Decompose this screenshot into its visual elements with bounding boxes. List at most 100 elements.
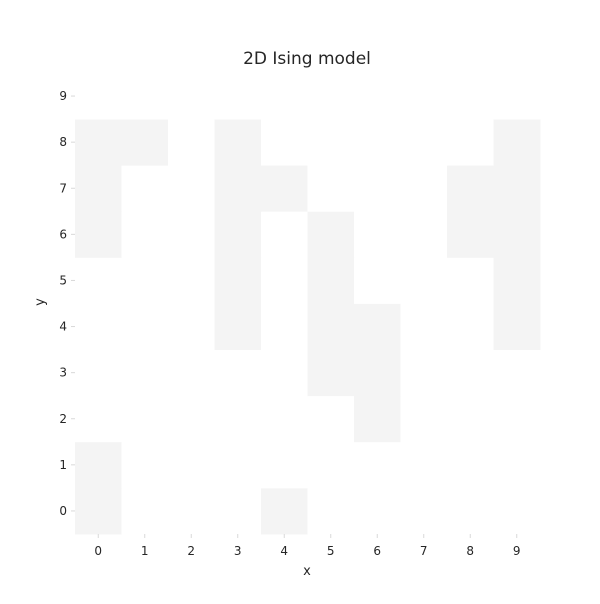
heatmap-cell xyxy=(354,349,401,397)
y-tick-label: 0 xyxy=(59,504,67,518)
heatmap-cell xyxy=(214,165,262,212)
x-tick-label: 8 xyxy=(466,544,474,558)
x-axis-ticks: 0 1 2 3 4 5 6 7 8 9 xyxy=(94,534,521,558)
heatmap-cell xyxy=(168,303,215,350)
heatmap-cell xyxy=(493,165,541,212)
heatmap-cell xyxy=(121,487,169,535)
y-tick-label: 8 xyxy=(59,135,67,149)
y-axis-label: y xyxy=(33,298,48,306)
heatmap-cell xyxy=(354,395,401,443)
heatmap-cell xyxy=(75,211,122,258)
heatmap-cell xyxy=(307,119,355,166)
heatmap-cell xyxy=(354,211,401,258)
heatmap-cell xyxy=(447,73,494,120)
heatmap-cell xyxy=(75,441,122,489)
heatmap-cell xyxy=(447,165,494,212)
heatmap-cell xyxy=(354,119,401,166)
heatmap-cell xyxy=(307,73,355,120)
x-axis-label: x xyxy=(303,564,311,579)
heatmap-cell xyxy=(307,395,355,443)
x-tick-label: 9 xyxy=(513,544,521,558)
heatmap-cell xyxy=(307,441,355,489)
heatmap-cell xyxy=(75,349,122,397)
heatmap-cell xyxy=(400,119,448,166)
heatmap-cell xyxy=(261,165,308,212)
heatmap-cell xyxy=(121,303,169,350)
heatmap-cell xyxy=(261,211,308,258)
x-tick-label: 5 xyxy=(327,544,335,558)
heatmap-cell xyxy=(214,119,262,166)
x-tick-label: 2 xyxy=(187,544,195,558)
y-tick-label: 7 xyxy=(59,181,67,195)
heatmap-cell xyxy=(307,349,355,397)
heatmap-cell xyxy=(121,165,169,212)
y-axis-ticks: 0 1 2 3 4 5 6 7 8 9 xyxy=(59,89,75,518)
heatmap-cell xyxy=(400,165,448,212)
chart-title: 2D Ising model xyxy=(243,49,371,69)
heatmap-cell xyxy=(493,441,541,489)
heatmap-cell xyxy=(168,73,215,120)
heatmap-cell xyxy=(493,119,541,166)
heatmap-cell xyxy=(261,395,308,443)
heatmap-cell xyxy=(168,441,215,489)
heatmap-cell xyxy=(214,487,262,535)
heatmap-cell xyxy=(75,395,122,443)
heatmap-cell xyxy=(261,441,308,489)
y-tick-label: 2 xyxy=(59,412,67,426)
heatmap-cell xyxy=(493,349,541,397)
heatmap-cell xyxy=(121,119,169,166)
heatmap-cell xyxy=(447,349,494,397)
heatmap-cell xyxy=(400,395,448,443)
y-tick-label: 1 xyxy=(59,458,67,472)
x-tick-label: 4 xyxy=(280,544,288,558)
heatmap-cell xyxy=(168,165,215,212)
heatmap-cell xyxy=(121,257,169,304)
x-tick-label: 7 xyxy=(420,544,428,558)
heatmap-cell xyxy=(261,119,308,166)
heatmap-cell xyxy=(168,257,215,304)
heatmap-cell xyxy=(493,303,541,350)
heatmap-cell xyxy=(261,257,308,304)
heatmap-cell xyxy=(493,73,541,120)
heatmap-cell xyxy=(354,165,401,212)
heatmap-cell xyxy=(447,441,494,489)
heatmap-cell xyxy=(121,395,169,443)
heatmap-cell xyxy=(307,487,355,535)
heatmap-cell xyxy=(75,257,122,304)
heatmap-cell xyxy=(307,303,355,350)
heatmap-cell xyxy=(493,395,541,443)
heatmap-cell xyxy=(75,303,122,350)
heatmap-cell xyxy=(447,257,494,304)
x-tick-label: 1 xyxy=(141,544,149,558)
heatmap-cell xyxy=(493,257,541,304)
heatmap-cell xyxy=(354,303,401,350)
heatmap-cell xyxy=(75,73,122,120)
heatmap-cell xyxy=(121,441,169,489)
heatmap-cell xyxy=(214,303,262,350)
heatmap-cell xyxy=(400,303,448,350)
heatmap-cell xyxy=(214,211,262,258)
heatmap-cell xyxy=(400,349,448,397)
heatmap-cell xyxy=(121,211,169,258)
heatmap-cell xyxy=(447,211,494,258)
heatmap-cell xyxy=(168,349,215,397)
x-tick-label: 3 xyxy=(234,544,242,558)
heatmap-cell xyxy=(354,487,401,535)
heatmap-cell xyxy=(75,487,122,535)
heatmap-cell xyxy=(400,257,448,304)
heatmap-cell xyxy=(214,395,262,443)
heatmap-cell xyxy=(493,211,541,258)
heatmap-cell xyxy=(214,349,262,397)
heatmap-cell xyxy=(447,487,494,535)
heatmap-cell xyxy=(447,303,494,350)
heatmap-cell xyxy=(121,349,169,397)
heatmap-cell xyxy=(214,441,262,489)
heatmap-cell xyxy=(168,211,215,258)
heatmap-cell xyxy=(75,119,122,166)
heatmap-cell xyxy=(168,119,215,166)
heatmap-cell xyxy=(400,73,448,120)
heatmap-cell xyxy=(214,73,262,120)
heatmap-cell xyxy=(354,257,401,304)
y-tick-label: 9 xyxy=(59,89,67,103)
